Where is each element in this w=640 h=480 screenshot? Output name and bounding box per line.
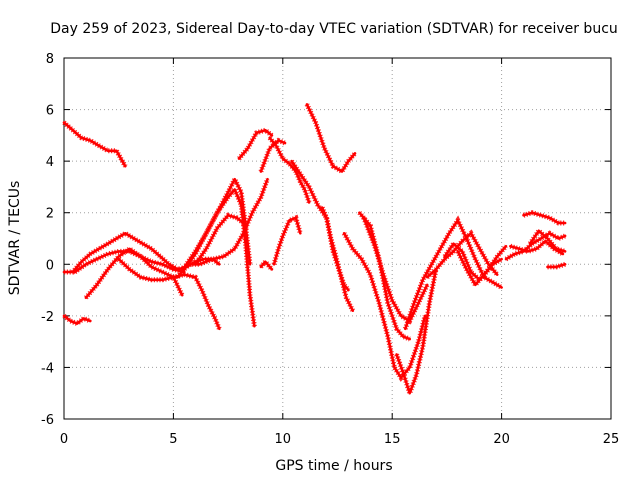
y-tick-label: 4 [46, 155, 54, 170]
data-track-markers-19 [341, 232, 428, 382]
x-axis-ticks: 0 5 10 15 20 25 [60, 58, 619, 447]
y-tick-label: 2 [46, 207, 54, 222]
x-tick-label: 10 [275, 432, 292, 447]
plot-frame [63, 57, 612, 420]
data-track-22 [395, 268, 438, 395]
data-track-17 [259, 260, 274, 271]
data-track-markers-10 [186, 178, 270, 267]
y-tick-label: -2 [41, 310, 54, 325]
data-track-markers-18 [319, 206, 351, 292]
data-track-markers-3 [64, 230, 221, 275]
x-tick-label: 0 [60, 432, 68, 447]
data-track-markers-25 [442, 239, 508, 284]
x-axis-label: GPS time / hours [275, 458, 392, 474]
data-track-markers-14 [289, 159, 356, 312]
data-track-6 [117, 257, 221, 331]
y-axis-label: SDTVAR / TECUs [7, 181, 23, 296]
data-track-markers-2 [62, 313, 92, 327]
data-track-markers-5 [73, 248, 185, 275]
x-tick-label: 5 [169, 432, 177, 447]
data-track-markers-9 [193, 212, 245, 266]
y-tick-label: 6 [46, 104, 54, 119]
data-track-markers-24 [425, 229, 500, 280]
grid [64, 58, 611, 419]
data-track-18 [320, 206, 350, 292]
data-track-markers-1 [62, 120, 128, 168]
data-track-26 [456, 250, 503, 287]
data-track-markers-21 [361, 217, 430, 325]
data-track-30 [528, 229, 567, 253]
data-track-markers-27 [504, 230, 567, 262]
data-track-markers-11 [237, 127, 274, 161]
y-tick-label: -4 [41, 361, 54, 376]
x-tick-label: 15 [384, 432, 401, 447]
x-tick-label: 25 [603, 432, 620, 447]
y-tick-label: 8 [46, 52, 54, 67]
data-track-16 [272, 216, 302, 266]
data-track-markers-12 [258, 137, 286, 173]
y-tick-label: 0 [46, 258, 54, 273]
data-track-markers-7 [175, 173, 253, 279]
data-tracks [62, 103, 567, 401]
data-track-markers-16 [271, 214, 303, 265]
data-track-markers-31 [547, 261, 566, 270]
data-track-markers-8 [182, 184, 257, 327]
data-track-markers-29 [522, 210, 566, 226]
y-axis-ticks: -6 -4 -2 0 2 4 6 8 [41, 52, 611, 428]
data-track-markers-13 [267, 136, 312, 204]
data-track-markers-15 [304, 103, 357, 175]
data-track-markers-20 [357, 211, 411, 342]
chart-title: Day 259 of 2023, Sidereal Day-to-day VTE… [50, 21, 618, 37]
data-track-markers-23 [402, 215, 503, 330]
x-tick-label: 20 [493, 432, 510, 447]
y-tick-label: -6 [41, 413, 54, 428]
